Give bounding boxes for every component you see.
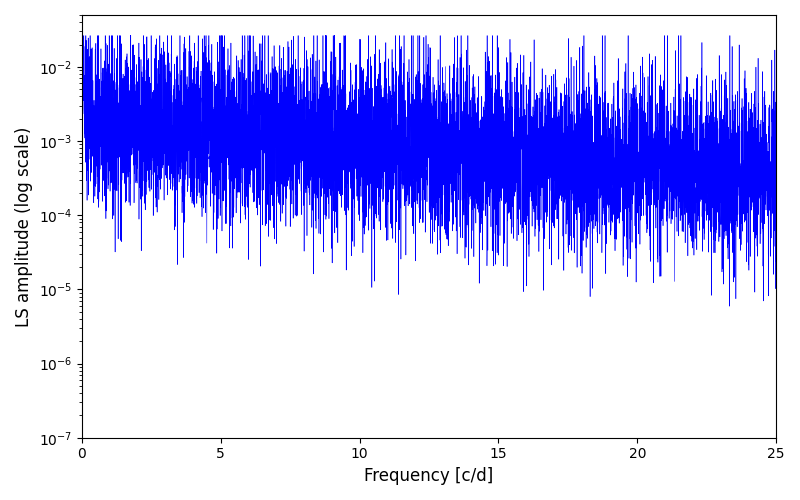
X-axis label: Frequency [c/d]: Frequency [c/d] <box>364 467 494 485</box>
Y-axis label: LS amplitude (log scale): LS amplitude (log scale) <box>15 126 33 326</box>
